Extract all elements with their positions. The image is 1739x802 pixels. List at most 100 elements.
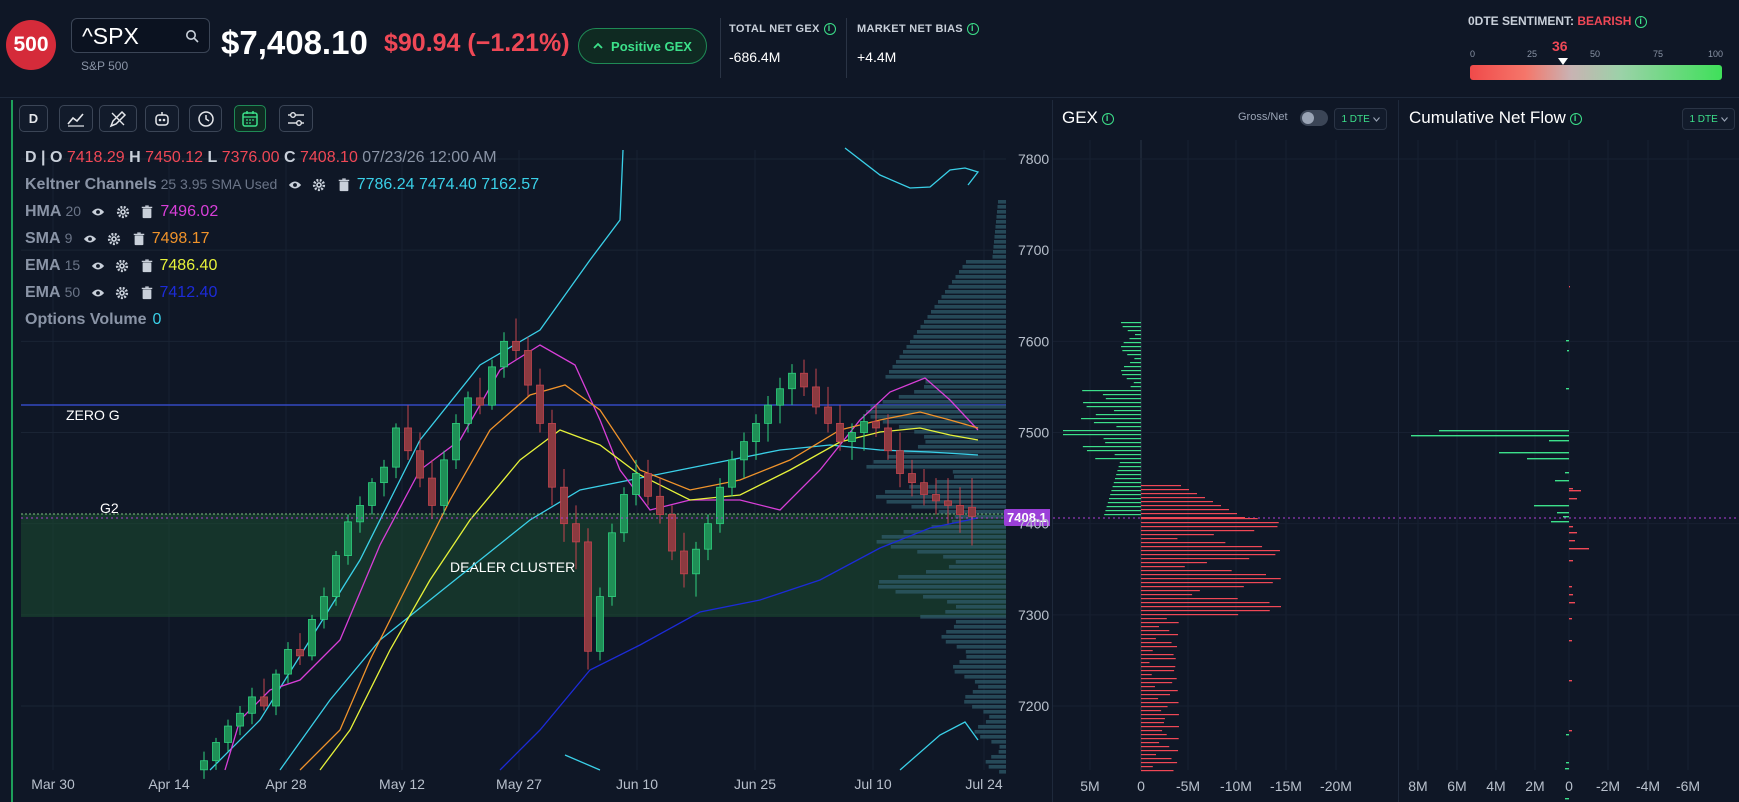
info-icon[interactable] — [1635, 15, 1648, 28]
info-icon[interactable] — [823, 23, 836, 36]
eye-icon[interactable] — [83, 232, 97, 246]
candle[interactable] — [848, 423, 856, 460]
gear-icon[interactable] — [107, 232, 121, 246]
candle[interactable] — [908, 459, 916, 497]
info-icon[interactable] — [1569, 112, 1582, 125]
candle[interactable] — [392, 423, 400, 479]
search-icon[interactable] — [185, 29, 199, 43]
candle[interactable] — [608, 523, 616, 606]
candle[interactable] — [920, 468, 928, 506]
candle[interactable] — [464, 391, 472, 433]
candle[interactable] — [404, 405, 412, 460]
candle[interactable] — [824, 386, 832, 433]
indicators-button[interactable] — [59, 105, 93, 132]
trash-icon[interactable] — [140, 259, 154, 273]
candle[interactable] — [368, 478, 376, 515]
candle[interactable] — [548, 409, 556, 506]
candle[interactable] — [812, 368, 820, 415]
candle[interactable] — [524, 336, 532, 397]
candle[interactable] — [944, 478, 952, 524]
candle[interactable] — [200, 751, 208, 779]
eye-icon[interactable] — [91, 286, 105, 300]
gear-icon[interactable] — [312, 178, 326, 192]
candle[interactable] — [572, 505, 580, 570]
interval-button[interactable]: D — [19, 105, 48, 132]
eye-icon[interactable] — [288, 178, 302, 192]
candle[interactable] — [764, 396, 772, 442]
candle[interactable] — [416, 432, 424, 488]
eye-icon[interactable] — [91, 205, 105, 219]
candle[interactable] — [212, 737, 220, 770]
flow-dte-select[interactable]: 1 DTE — [1682, 108, 1735, 130]
candle[interactable] — [668, 505, 676, 561]
price-chart-pane[interactable] — [11, 100, 1051, 802]
candle[interactable] — [476, 377, 484, 415]
trash-icon[interactable] — [337, 178, 351, 192]
gex-dte-select[interactable]: 1 DTE — [1334, 108, 1387, 130]
calendar-button[interactable] — [234, 105, 266, 132]
gear-icon[interactable] — [115, 286, 129, 300]
price-axis[interactable]: 7800 7700 7600 7500 7400 7300 7200 — [1018, 151, 1049, 714]
gross-net-toggle[interactable] — [1300, 110, 1328, 126]
candle[interactable] — [620, 487, 628, 542]
candle[interactable] — [224, 719, 232, 752]
candle[interactable] — [332, 551, 340, 606]
candle[interactable] — [932, 478, 940, 515]
symbol-input-value[interactable]: ^SPX — [82, 23, 139, 49]
candle[interactable] — [344, 514, 352, 565]
price-chart[interactable]: ZERO G G2 DEALER CLUSTER 7408.1 7800 7700… — [0, 100, 1050, 802]
candle[interactable] — [872, 405, 880, 438]
candle[interactable] — [884, 414, 892, 460]
drawing-tools-button[interactable] — [99, 105, 137, 132]
candle[interactable] — [632, 459, 640, 506]
trash-icon[interactable] — [140, 205, 154, 219]
candle[interactable] — [380, 459, 388, 497]
candle[interactable] — [500, 332, 508, 378]
gex-chart[interactable]: 5M 0 -5M -10M -15M -20M — [1053, 140, 1398, 802]
candle[interactable] — [428, 459, 436, 520]
candle[interactable] — [776, 377, 784, 424]
candle[interactable] — [596, 587, 604, 661]
candle[interactable] — [656, 478, 664, 524]
trash-icon[interactable] — [140, 286, 154, 300]
candle[interactable] — [752, 414, 760, 460]
gear-icon[interactable] — [116, 205, 130, 219]
candle[interactable] — [452, 414, 460, 469]
candle[interactable] — [272, 669, 280, 716]
bot-button[interactable] — [145, 105, 179, 132]
time-axis[interactable]: Mar 30 Apr 14 Apr 28 May 12 May 27 Jun 10 Jun … — [31, 776, 1003, 792]
candle[interactable] — [560, 468, 568, 542]
candle[interactable] — [860, 414, 868, 451]
candle[interactable] — [956, 487, 964, 533]
candle[interactable] — [788, 364, 796, 406]
candlesticks[interactable] — [200, 318, 976, 779]
candle[interactable] — [248, 687, 256, 725]
candle[interactable] — [488, 359, 496, 410]
info-icon[interactable] — [966, 23, 979, 36]
candle[interactable] — [512, 318, 520, 360]
eye-icon[interactable] — [91, 259, 105, 273]
positive-gex-button[interactable]: Positive GEX — [578, 28, 707, 64]
candle[interactable] — [728, 450, 736, 497]
candle[interactable] — [308, 614, 316, 661]
candle[interactable] — [536, 368, 544, 433]
info-icon[interactable] — [1101, 112, 1114, 125]
candle[interactable] — [440, 450, 448, 515]
candle[interactable] — [584, 528, 592, 670]
candle[interactable] — [716, 478, 724, 533]
trash-icon[interactable] — [132, 232, 146, 246]
candle[interactable] — [704, 514, 712, 561]
candle[interactable] — [644, 459, 652, 506]
candle[interactable] — [692, 541, 700, 597]
candle[interactable] — [260, 678, 268, 711]
gear-icon[interactable] — [115, 259, 129, 273]
candle[interactable] — [236, 706, 244, 736]
candle[interactable] — [836, 405, 844, 451]
replay-button[interactable] — [189, 105, 222, 132]
cumulative-flow-chart[interactable]: 8M 6M 4M 2M 0 -2M -4M -6M — [1399, 140, 1739, 802]
symbol-search[interactable]: ^SPX — [71, 18, 210, 53]
candle[interactable] — [284, 642, 292, 684]
candle[interactable] — [740, 432, 748, 479]
candle[interactable] — [800, 359, 808, 397]
candle[interactable] — [680, 532, 688, 588]
